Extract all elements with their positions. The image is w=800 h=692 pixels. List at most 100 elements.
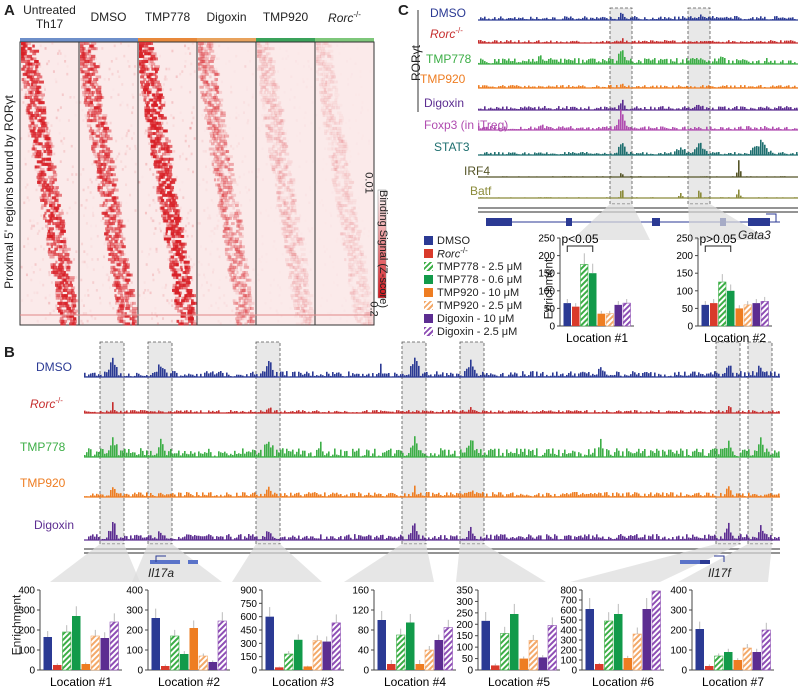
y-tick-label: 600 [560,606,577,617]
legend-swatch [424,275,433,284]
bar-chart-title: Location #4 [384,675,446,689]
track-c-5 [478,109,798,131]
heatmap-column [197,42,256,326]
y-tick-label: 250 [676,234,693,245]
bar [415,664,424,670]
legend-label: TMP778 - 0.6 μM [437,273,523,286]
track-c-7 [478,160,798,178]
bar-chart-title: Location #1 [566,331,628,345]
y-tick-label: 0 [137,666,143,677]
track-3 [84,485,780,498]
legend-swatch [424,314,433,323]
bar [733,660,742,670]
legend-swatch [424,262,433,271]
track-c-0 [478,12,798,21]
y-tick-label: 50 [462,654,474,665]
y-tick-label: 200 [126,626,143,637]
track-label: Batf [470,184,492,198]
y-tick-label: 120 [352,606,369,617]
heatmap-column-header: DMSO [90,10,127,24]
heatmap-column-header: Untreated Th17 [23,3,76,31]
bar [724,652,733,670]
y-tick-label: 0 [467,666,473,677]
y-tick-label: 300 [670,606,687,617]
bar [189,628,198,670]
bar [377,620,386,670]
bar [718,281,727,327]
gene-exon [748,218,770,226]
legend-item: TMP920 - 10 μM [424,286,522,299]
track-label: TMP778 [426,52,472,66]
y-tick-label: 700 [560,596,577,607]
y-tick-label: 0 [549,322,555,333]
y-tick-label: 150 [538,269,555,280]
bar-chart: 0 150 300 450 600 750 900 Location #3 [240,586,344,689]
track-label: Digoxin [34,518,75,532]
bar [481,620,490,670]
bar [322,641,331,670]
legend-swatch [424,249,433,258]
heatmap-column [257,42,315,326]
y-tick-label: 100 [126,646,143,657]
bar [642,609,651,670]
y-tick-label: 0 [571,666,577,677]
bar [705,666,714,670]
y-tick-label: 100 [538,286,555,297]
bar [387,664,396,670]
heatmap-column [79,42,138,326]
bar [538,657,547,670]
legend-label: TMP920 - 2.5 μM [437,299,523,312]
legend-label: TMP778 - 2.5 μM [437,260,523,273]
y-tick-label: 900 [240,586,257,597]
y-tick-label: 750 [240,599,257,610]
track-label: Rorc-/- [30,396,63,411]
bar [43,637,52,670]
bar [701,304,709,326]
bar-chart-title: Location #2 [158,675,220,689]
panel-a-letter: A [4,2,15,19]
legend-swatch [424,327,433,336]
bar [589,273,597,326]
y-tick-label: 300 [126,606,143,617]
y-tick-label: 50 [682,304,694,315]
y-tick-label: 100 [560,656,577,667]
heatmap-column-header: TMP778 [144,10,191,24]
heatmap-column-bar [315,38,374,42]
legend-swatch [424,236,433,245]
y-tick-label: 160 [352,586,369,597]
y-tick-label: 200 [538,251,555,262]
zoom-funnel [688,204,770,240]
y-tick-label: 600 [240,612,257,623]
bar [434,640,443,670]
bar-chart-title: Location #5 [488,675,550,689]
track-label: Digoxin [424,96,465,110]
y-tick-label: 150 [456,631,473,642]
track-c-4 [478,99,798,111]
y-tick-label: 300 [18,606,35,617]
heatmap-column [138,42,197,326]
bar [580,264,589,327]
track-label: TMP778 [20,440,66,454]
zoom-funnel [456,544,546,582]
bar-chart: 0 100 200 300 400 Location #2 [126,586,230,689]
bar-chart: 0 50 100 150 200 250 Location #2 p>0.05 [676,232,772,345]
tss-arrow [714,555,725,562]
zoom-funnel [232,544,322,582]
bar [491,665,500,670]
bar-chart-title: Location #6 [592,675,654,689]
heatmap-column [316,42,374,326]
bar [572,306,580,326]
heatmap-column-bar [20,38,79,42]
bar-chart: 0 40 80 120 160 Location #4 [352,586,456,689]
track-c-2 [478,50,798,65]
bar [760,301,769,327]
y-tick-label: 250 [538,234,555,245]
bar [303,666,312,670]
heatmap-column-bar [256,38,315,42]
y-tick-label: 200 [670,626,687,637]
bar [614,614,623,670]
y-tick-label: 50 [544,304,556,315]
bar [519,658,528,670]
gene-model-il17f [700,560,710,564]
